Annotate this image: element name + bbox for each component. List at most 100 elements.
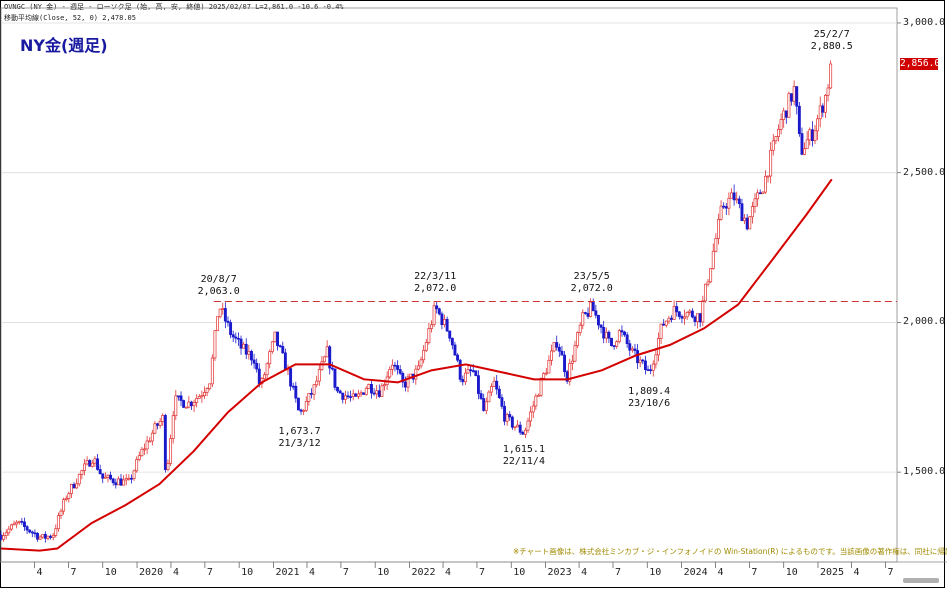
candle	[9, 523, 13, 531]
candle	[263, 372, 266, 380]
candle	[370, 378, 373, 399]
candle	[435, 301, 439, 314]
candle	[244, 338, 248, 360]
candle	[69, 483, 73, 498]
candle	[12, 520, 16, 526]
candle	[145, 435, 149, 455]
price-annotation: 25/2/7 2,880.5	[804, 29, 860, 53]
candle	[526, 417, 530, 433]
candle	[829, 60, 833, 90]
candle	[696, 313, 700, 329]
candle	[103, 472, 107, 479]
annotation-line-1: 25/2/7	[813, 28, 850, 40]
candle	[351, 389, 355, 401]
candle	[226, 316, 230, 327]
candle	[654, 348, 658, 369]
candle	[432, 301, 436, 327]
candle	[43, 531, 47, 543]
candle	[623, 330, 626, 337]
candle	[443, 314, 446, 328]
x-tick-label: 2023	[547, 567, 572, 578]
candle	[307, 392, 311, 406]
candle	[25, 525, 29, 534]
candle	[62, 497, 66, 515]
candle	[466, 365, 470, 374]
candle	[179, 391, 183, 407]
candle	[795, 86, 799, 115]
candle	[270, 340, 274, 354]
candle	[143, 443, 146, 455]
candle	[349, 390, 353, 402]
annotation-line-2: 2,880.5	[810, 40, 853, 52]
candle	[628, 339, 632, 357]
x-tick-label: 4	[172, 567, 179, 578]
header-symbol-info: OVNGC (NY 金) - 週足 - ローソク足 (始, 高, 安, 終値) …	[4, 3, 344, 11]
candle	[184, 406, 188, 409]
candle	[698, 312, 702, 328]
candle	[615, 340, 619, 349]
candle	[283, 348, 287, 371]
candlestick-series	[0, 60, 833, 543]
candle	[205, 387, 209, 397]
x-tick-label: 4	[445, 567, 452, 578]
candle	[182, 399, 186, 408]
scrollbar-thumb[interactable]	[903, 578, 939, 583]
candle	[664, 320, 668, 328]
candle	[743, 214, 747, 224]
candle	[750, 201, 754, 224]
candle	[503, 401, 506, 426]
candle	[250, 349, 253, 366]
candle	[717, 213, 720, 245]
candle	[83, 459, 86, 476]
candle	[672, 300, 676, 320]
candle	[693, 315, 697, 327]
candle	[685, 311, 689, 320]
candle	[67, 491, 71, 503]
y-tick-label: 2,000.0	[903, 316, 946, 328]
candle	[312, 384, 316, 401]
price-annotation: 22/3/11 2,072.0	[407, 271, 463, 295]
candle	[763, 170, 767, 194]
candle	[476, 370, 480, 400]
candle	[756, 189, 760, 207]
candle	[667, 315, 671, 324]
candle	[343, 390, 347, 405]
header-indicator-info: 移動平均線(Close, 52, 0) 2,478.05	[4, 14, 136, 22]
candle	[633, 343, 637, 357]
candle	[88, 459, 92, 467]
candle	[208, 383, 212, 391]
candle	[617, 328, 621, 344]
candle	[132, 469, 136, 481]
candle	[302, 409, 306, 416]
candle	[41, 533, 45, 539]
candle	[810, 121, 814, 147]
candle	[375, 384, 379, 399]
candle	[137, 451, 141, 462]
candle	[221, 302, 225, 315]
candle	[388, 366, 392, 379]
candle	[641, 358, 645, 365]
candle	[36, 532, 39, 542]
candle	[469, 364, 473, 377]
candle	[479, 390, 483, 401]
candle	[377, 384, 381, 398]
candle	[354, 392, 358, 397]
candle	[683, 309, 687, 325]
candle	[75, 478, 79, 490]
candle	[310, 388, 313, 399]
annotation-line-2: 2,063.0	[197, 285, 240, 297]
x-tick-label: 2020	[139, 567, 164, 578]
annotation-line-2: 23/10/6	[628, 397, 671, 409]
candle	[338, 389, 342, 394]
candle	[490, 383, 493, 397]
candle	[33, 529, 37, 538]
candle	[529, 406, 533, 427]
candle	[315, 375, 319, 388]
candle	[49, 534, 53, 540]
candle	[591, 298, 595, 312]
candle	[711, 243, 715, 270]
candle	[187, 396, 191, 409]
candle	[359, 390, 363, 398]
candle	[2, 532, 6, 542]
